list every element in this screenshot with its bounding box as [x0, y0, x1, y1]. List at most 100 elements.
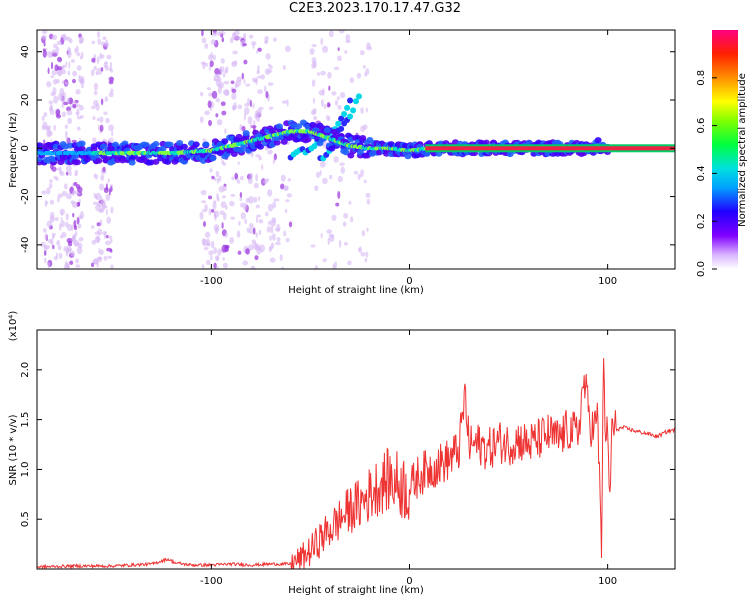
spectrogram-noise-blob	[60, 217, 63, 221]
spectrogram-noise-blob	[340, 166, 346, 174]
spectrogram-noise-blob	[246, 227, 250, 233]
spectrogram-noise-blob	[238, 221, 241, 226]
spectrogram-ridge-blob	[342, 149, 350, 156]
spectrogram-noise-blob	[258, 156, 262, 161]
spectrogram-noise-blob	[267, 63, 271, 68]
spectrogram-noise-blob	[200, 189, 207, 196]
spectrogram-noise-blob	[109, 249, 113, 253]
colorbar-tick-label: 0.4	[696, 165, 707, 181]
spectrogram-noise-blob	[215, 97, 220, 103]
spectrogram-ridge-blob	[482, 139, 490, 146]
spectrogram-noise-blob	[70, 200, 75, 205]
spectrogram-noise-blob	[216, 31, 222, 36]
spectrogram-noise-blob	[223, 89, 229, 96]
spectrogram-noise-blob	[229, 37, 234, 44]
spectrogram-noise-blob	[337, 175, 343, 183]
spectrogram-noise-blob	[70, 59, 75, 63]
spectrogram-noise-blob	[75, 264, 81, 268]
spectrogram-noise-blob	[67, 240, 73, 247]
colorbar-gradient	[712, 30, 738, 269]
spectrogram-noise-blob	[105, 117, 110, 124]
spectrogram-noise-blob	[219, 66, 225, 73]
spectrogram-noise-blob	[67, 70, 71, 76]
snr-y-tick-label: 0.5	[20, 511, 31, 527]
spectrogram-noise-blob	[224, 232, 228, 238]
spectrogram-noise-blob	[66, 97, 70, 103]
spectrogram-noise-blob	[46, 187, 51, 195]
spectrogram-noise-blob	[50, 51, 53, 59]
spectrogram-noise-blob	[234, 83, 238, 89]
spectrogram-noise-blob	[364, 257, 368, 263]
spectrogram-ridge-blob	[280, 138, 288, 145]
spectrogram-noise-blob	[199, 116, 204, 124]
spectrogram-noise-blob	[232, 50, 238, 55]
spectrogram-noise-blob	[219, 210, 225, 216]
spectrogram-noise-blob	[67, 117, 73, 124]
spectrogram-noise-blob	[231, 176, 235, 181]
spectrogram-noise-blob	[222, 257, 225, 261]
spectrogram-noise-blob	[108, 124, 115, 132]
spectrogram-noise-blob	[211, 32, 218, 37]
spectrogram-noise-blob	[274, 227, 281, 232]
spectrogram-noise-blob	[74, 173, 78, 177]
spectrogram-noise-blob	[312, 97, 316, 104]
spectrogram-noise-blob	[207, 100, 212, 109]
spectrogram-noise-blob	[78, 40, 84, 44]
spectrogram-noise-blob	[76, 116, 82, 120]
spectrogram-noise-blob	[49, 182, 53, 189]
spectrogram-noise-blob	[215, 170, 220, 178]
spectrogram-noise-blob	[49, 199, 55, 205]
spectrogram-noise-blob	[282, 64, 286, 71]
spectrogram-noise-blob	[72, 189, 76, 195]
spectrogram-noise-blob	[75, 45, 79, 53]
spectrogram-noise-blob	[49, 211, 55, 220]
spectrogram-noise-blob	[222, 185, 227, 192]
spectrogram-noise-blob	[211, 90, 218, 99]
colorbar-tick-label: 0.2	[696, 213, 707, 229]
snr-x-axis: -100 0 100	[200, 330, 617, 587]
spectrogram-noise-blob	[244, 218, 248, 225]
spectrogram-noise-blob	[337, 47, 340, 52]
spectrogram-noise-blob	[251, 125, 257, 129]
spectrogram-noise-blob	[95, 103, 100, 111]
spectrogram-noise-blob	[65, 213, 69, 221]
spectrogram-noise-blob	[270, 242, 275, 249]
spectrogram-noise-blob	[64, 124, 69, 129]
spectrogram-noise-blob	[65, 192, 72, 200]
spectrogram-noise-blob	[76, 65, 82, 71]
spectrogram-noise-blob	[46, 220, 53, 228]
spectrogram-noise-blob	[243, 59, 248, 65]
spectrogram-noise-blob	[53, 95, 59, 104]
spectrogram-noise-blob	[73, 220, 77, 228]
spectrogram-noise-blob	[268, 247, 272, 252]
spectrogram-noise-blob	[221, 110, 227, 116]
spectrogram-noise-blob	[317, 72, 321, 76]
spectrogram-noise-blob	[283, 230, 287, 237]
spectrogram-noise-blob	[218, 175, 222, 182]
spectrogram-noise-blob	[261, 164, 264, 171]
spectrogram-noise-blob	[287, 177, 292, 182]
spectrogram-noise-blob	[208, 119, 213, 127]
spectrogram-y-axis: -40 -20 0 20 40	[20, 45, 675, 253]
spectrogram-noise-blob	[323, 104, 327, 109]
spectrogram-noise-blob	[102, 36, 107, 41]
spectrogram-noise-blob	[213, 247, 217, 255]
spectrogram-noise-blob	[72, 70, 78, 77]
spectrogram-noise-blob	[91, 57, 96, 63]
spectrogram-ridge-blob	[359, 134, 367, 141]
spectrogram-noise-blob	[314, 185, 319, 192]
spectrogram-noise-blob	[280, 183, 285, 190]
spectrogram-noise-blob	[73, 181, 78, 187]
spectrogram-noise-blob	[42, 50, 47, 58]
spectrogram-noise-blob	[45, 201, 49, 205]
spectrogram-noise-blob	[57, 196, 60, 203]
spectrogram-noise-blob	[313, 115, 318, 121]
spectrogram-noise-blob	[267, 203, 274, 212]
spectrogram-noise-blob	[44, 244, 50, 250]
spectrogram-noise-blob	[243, 112, 247, 121]
spectrogram-ridge-blob	[209, 155, 217, 162]
spectrogram-noise-blob	[47, 67, 50, 75]
spectrogram-noise-blob	[203, 246, 209, 251]
spectrogram-noise-blob	[232, 32, 237, 41]
spectrogram-noise-blob	[365, 251, 369, 258]
